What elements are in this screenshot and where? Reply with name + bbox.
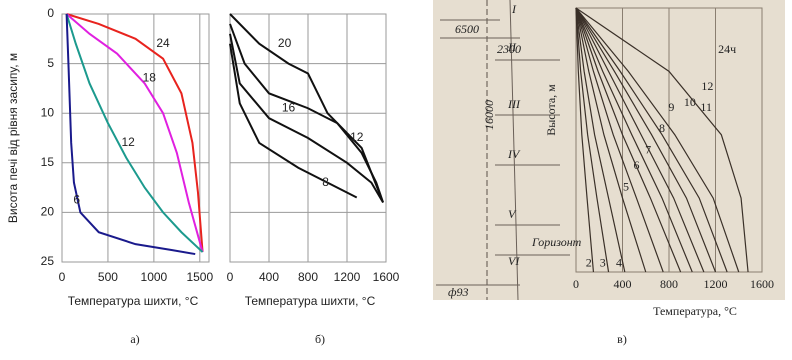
line-series	[67, 14, 203, 252]
line-series	[230, 14, 381, 198]
y-tick-label: 20	[41, 205, 55, 219]
x-axis-label: Температура шихти, °C	[68, 294, 199, 308]
curve-label: 18	[143, 71, 157, 85]
y-tick-label: 5	[47, 56, 54, 70]
line-series	[67, 14, 203, 252]
x-tick-label: 1200	[334, 270, 361, 284]
y-tick-label: 0	[47, 6, 54, 20]
x-axis-label: Температура шихти, °C	[245, 294, 376, 308]
curve-label: 24	[156, 36, 170, 50]
furnace-label: ф93	[448, 285, 469, 299]
line-series	[67, 14, 196, 254]
caption: а)	[130, 332, 139, 346]
curve-label: 16	[282, 100, 296, 114]
curve-label: 4	[616, 255, 622, 269]
curve-label: 6	[73, 193, 80, 207]
y-axis-label: Висота печі від рівня засипу, м	[6, 53, 20, 223]
figure: 05001000150005101520252418126Температура…	[0, 0, 792, 355]
caption: б)	[315, 332, 325, 346]
x-tick-label: 1600	[373, 270, 400, 284]
y-tick-label: 25	[41, 254, 55, 268]
curve-label: 12	[701, 79, 713, 93]
curve-label: 12	[350, 130, 364, 144]
furnace-label: 16000	[482, 100, 496, 130]
curve-label: 8	[659, 121, 665, 135]
curve-label: 20	[278, 36, 292, 50]
curve-label: 2	[586, 255, 592, 269]
line-series	[230, 34, 383, 203]
furnace-label: VI	[508, 254, 520, 268]
curve-label: 12	[121, 135, 135, 149]
plot-frame	[62, 14, 209, 262]
furnace-label: III	[507, 97, 521, 111]
curve-label: 3	[600, 255, 606, 269]
x-tick-label: 400	[614, 277, 632, 291]
x-tick-label: 0	[227, 270, 234, 284]
furnace-label: Горизонт	[531, 235, 582, 249]
curve-label: 5	[623, 179, 629, 193]
x-tick-label: 1600	[750, 277, 774, 291]
x-tick-label: 400	[259, 270, 279, 284]
x-tick-label: 500	[98, 270, 118, 284]
caption: в)	[617, 332, 627, 346]
line-series	[67, 14, 203, 252]
curve-label: 9	[668, 100, 674, 114]
x-tick-label: 1500	[186, 270, 213, 284]
x-axis-label: Температура, °C	[653, 304, 737, 318]
x-tick-label: 800	[660, 277, 678, 291]
x-tick-label: 0	[573, 277, 579, 291]
x-tick-label: 0	[59, 270, 66, 284]
x-tick-label: 1000	[141, 270, 168, 284]
y-tick-label: 15	[41, 155, 55, 169]
furnace-label: 2300	[497, 42, 521, 56]
curve-label: 8	[322, 175, 329, 189]
x-tick-label: 1200	[704, 277, 728, 291]
y-tick-label: 10	[41, 105, 55, 119]
curve-label: 24ч	[718, 42, 736, 56]
x-tick-label: 800	[298, 270, 318, 284]
furnace-label: 6500	[455, 22, 479, 36]
furnace-label: IV	[507, 147, 521, 161]
y-axis-label: Высота, м	[544, 84, 558, 136]
